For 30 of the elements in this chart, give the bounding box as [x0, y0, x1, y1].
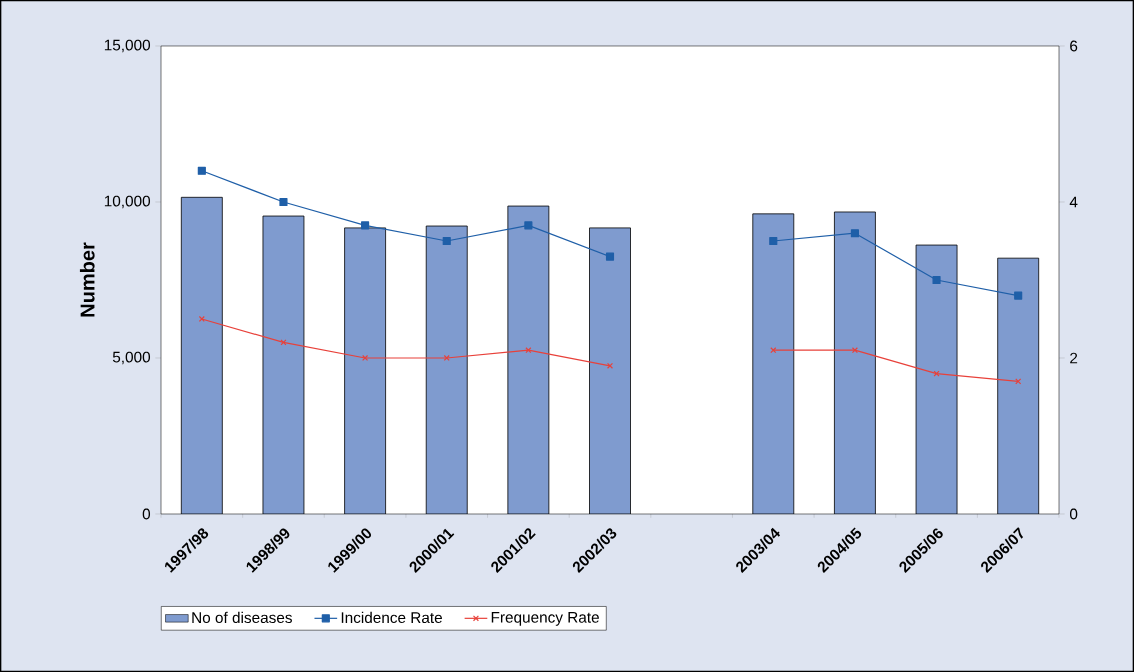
- point: [361, 221, 370, 230]
- point: [1015, 378, 1022, 385]
- point: [605, 252, 615, 261]
- point: [198, 315, 205, 323]
- y2-tick-label: 6: [1070, 40, 1078, 52]
- point: [362, 354, 369, 362]
- point: [606, 362, 614, 369]
- point: [850, 229, 859, 238]
- point: [851, 347, 858, 354]
- point: [525, 347, 532, 354]
- legend-label: Frequency Rate: [491, 612, 599, 626]
- point: [442, 236, 451, 246]
- legend-label: Incidence Rate: [341, 611, 442, 624]
- y-tick-label: 10,000: [104, 195, 151, 209]
- point: [1014, 291, 1023, 300]
- y-axis-title: Number: [79, 242, 95, 317]
- y2-tick-label: 2: [1070, 352, 1078, 364]
- point: [524, 221, 533, 230]
- y-tick-label: 0: [142, 508, 151, 520]
- y2-tick-label: 4: [1069, 196, 1078, 208]
- point: [279, 197, 288, 207]
- point: [769, 236, 778, 246]
- y-tick-label: 5,000: [112, 351, 151, 365]
- y2-tick-label: 0: [1069, 508, 1078, 520]
- y-tick-label: 15,000: [104, 39, 151, 53]
- legend-label: No of diseases: [192, 611, 292, 624]
- point: [197, 166, 206, 175]
- point: [932, 275, 941, 285]
- point: [443, 354, 450, 362]
- point: [770, 347, 777, 354]
